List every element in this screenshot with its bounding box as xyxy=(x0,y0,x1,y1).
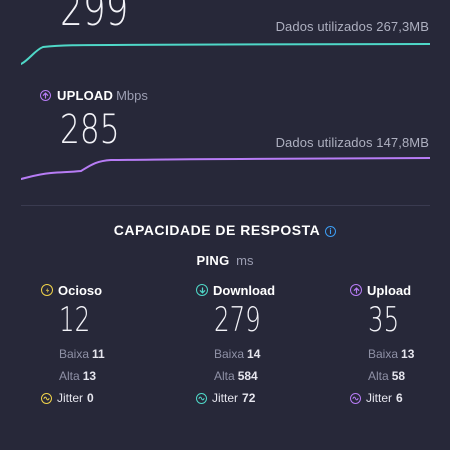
ping-column-header: Download xyxy=(196,282,279,298)
jitter-label: Jitter xyxy=(57,391,84,405)
ping-column-label: Upload xyxy=(367,282,412,298)
low-value: 11 xyxy=(92,347,105,361)
upload-metric-title: UPLOAD Mbps xyxy=(40,88,148,103)
ping-download-value: 279 xyxy=(214,300,261,340)
responsiveness-title-text: CAPACIDADE DE RESPOSTA xyxy=(113,222,321,238)
ping-column-label: Download xyxy=(213,282,276,298)
high-value: 584 xyxy=(237,369,258,383)
ping-column-header: Ocioso xyxy=(41,282,105,298)
download-speed-value: 299 xyxy=(60,0,129,36)
jitter-icon xyxy=(196,392,207,404)
idle-icon xyxy=(41,284,53,296)
upload-arrow-icon xyxy=(40,90,51,101)
ping-label-text: PING xyxy=(196,253,230,268)
ping-column-download: Download 279 Baixa 14 Alta 584 Jitter 72 xyxy=(196,282,279,407)
ping-column-header: Upload xyxy=(350,282,414,298)
low-value: 13 xyxy=(401,347,415,361)
download-data-used: Dados utilizados 267,3MB xyxy=(275,19,429,34)
high-label: Alta xyxy=(59,369,80,383)
ping-idle-value: 12 xyxy=(59,300,91,340)
info-icon[interactable]: i xyxy=(325,226,337,237)
low-label: Baixa xyxy=(368,347,399,361)
high-value: 58 xyxy=(391,369,406,383)
jitter-value: 6 xyxy=(396,391,403,405)
high-label: Alta xyxy=(214,369,235,383)
jitter-value: 0 xyxy=(87,391,94,405)
low-label: Baixa xyxy=(214,347,245,361)
low-value: 14 xyxy=(247,347,261,361)
upload-label: UPLOAD xyxy=(57,88,114,103)
upload-speed-graph xyxy=(21,157,430,180)
ping-unit: ms xyxy=(236,253,254,268)
jitter-value: 72 xyxy=(242,391,256,405)
jitter-icon xyxy=(41,392,52,404)
jitter-label: Jitter xyxy=(212,391,239,405)
upload-speed-value: 285 xyxy=(60,107,120,153)
ping-upload-value: 35 xyxy=(368,300,400,340)
ping-column-label: Ocioso xyxy=(58,282,103,298)
low-label: Baixa xyxy=(59,347,90,361)
ping-download-jitter: Jitter 72 xyxy=(196,389,279,407)
jitter-icon xyxy=(350,392,361,404)
ping-idle-low: Baixa 11 xyxy=(59,343,105,365)
ping-label: PING ms xyxy=(0,253,450,268)
high-label: Alta xyxy=(368,369,389,383)
ping-idle-high: Alta 13 xyxy=(59,365,105,387)
upload-data-used: Dados utilizados 147,8MB xyxy=(275,135,429,150)
upload-unit: Mbps xyxy=(116,88,148,103)
ping-column-idle: Ocioso 12 Baixa 11 Alta 13 Jitter 0 xyxy=(41,282,105,407)
jitter-label: Jitter xyxy=(366,391,393,405)
high-value: 13 xyxy=(82,369,97,383)
download-speed-graph xyxy=(21,43,430,65)
ping-idle-jitter: Jitter 0 xyxy=(41,389,105,407)
ping-column-upload: Upload 35 Baixa 13 Alta 58 Jitter 6 xyxy=(350,282,414,407)
responsiveness-title: CAPACIDADE DE RESPOSTA i xyxy=(0,222,450,238)
download-icon xyxy=(196,284,208,296)
ping-upload-jitter: Jitter 6 xyxy=(350,389,414,407)
ping-upload-high: Alta 58 xyxy=(368,365,414,387)
ping-download-low: Baixa 14 xyxy=(214,343,279,365)
section-divider xyxy=(21,205,430,206)
upload-icon xyxy=(350,284,362,296)
ping-upload-low: Baixa 13 xyxy=(368,343,414,365)
ping-download-high: Alta 584 xyxy=(214,365,279,387)
